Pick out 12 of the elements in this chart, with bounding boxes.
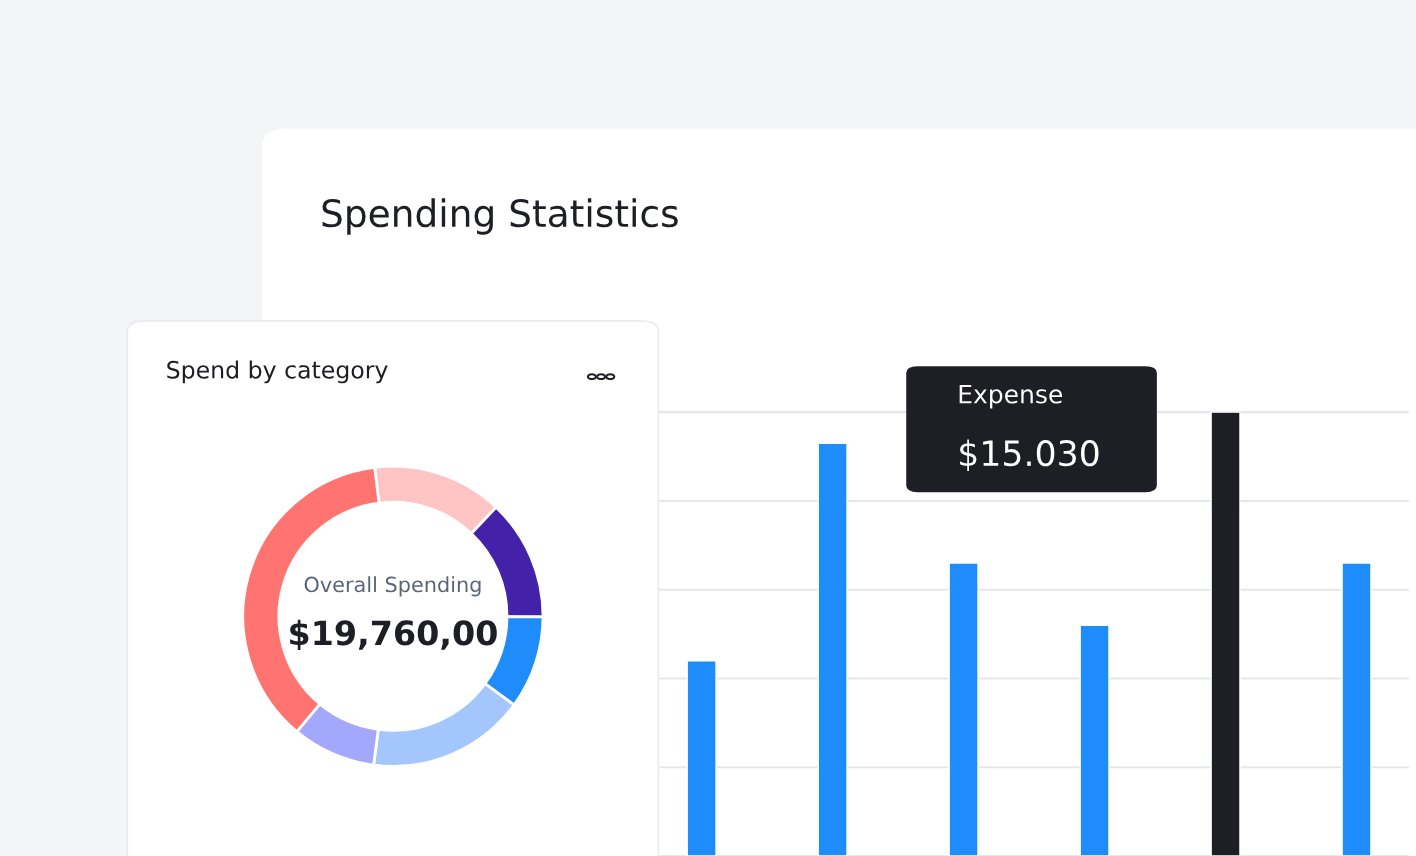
bar <box>817 442 848 856</box>
chart-title: Spending Statistics <box>322 198 678 235</box>
text: Overall Spending <box>304 576 481 597</box>
bar <box>948 562 979 856</box>
bar <box>1079 624 1110 856</box>
annotation: $15.030 <box>960 439 1099 471</box>
text: Expense <box>959 385 1062 409</box>
text: $19,760,00 <box>290 619 497 650</box>
bar <box>1341 562 1372 856</box>
bar <box>1210 411 1241 856</box>
chart-title: Spend by category <box>167 360 388 384</box>
bar <box>686 660 717 856</box>
